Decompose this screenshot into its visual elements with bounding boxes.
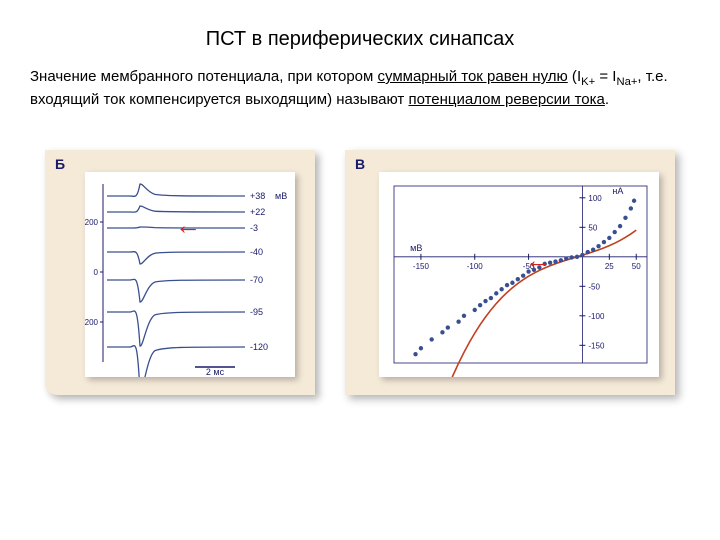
- slide: ПСТ в периферических синапсах Значение м…: [0, 0, 720, 540]
- panel-left: Б синаптический ток (нА) 2000-200+38+22-…: [45, 150, 315, 395]
- body-eq: =: [595, 68, 612, 85]
- body-end: .: [605, 91, 609, 108]
- body-ina-sub: Na+: [616, 76, 637, 88]
- svg-text:-120: -120: [250, 342, 268, 352]
- slide-title: ПСТ в периферических синапсах: [30, 28, 690, 51]
- body-ik-sub: K+: [581, 76, 595, 88]
- svg-text:мВ: мВ: [410, 243, 422, 253]
- body-pre: Значение мембранного потенциала, при кот…: [30, 68, 378, 85]
- svg-text:-150: -150: [413, 262, 430, 271]
- svg-text:200: 200: [85, 218, 99, 227]
- svg-text:-95: -95: [250, 307, 263, 317]
- svg-text:-200: -200: [85, 318, 99, 327]
- left-chart: 200 0 -200 +38 +22 -3 -40 -70 -95 -120 мВ 2 мс: [85, 172, 295, 377]
- right-svg: -150-100-502550мВ10050-50-100-150нА: [379, 172, 659, 377]
- svg-text:0: 0: [94, 268, 99, 277]
- body-u1: суммарный ток равен нулю: [378, 68, 568, 85]
- svg-text:-40: -40: [250, 247, 263, 257]
- plots-row: Б синаптический ток (нА) 2000-200+38+22-…: [30, 150, 690, 395]
- svg-text:-150: -150: [588, 342, 605, 351]
- body-u2: потенциалом реверсии тока: [408, 91, 604, 108]
- svg-text:-50: -50: [588, 283, 600, 292]
- svg-text:-3: -3: [250, 223, 258, 233]
- arrow-icon-right: ←: [525, 245, 551, 276]
- body-text: Значение мембранного потенциала, при кот…: [30, 67, 690, 110]
- body-mid: (: [568, 68, 577, 85]
- svg-text:2 мс: 2 мс: [206, 367, 225, 377]
- arrow-icon: ←: [175, 210, 201, 241]
- svg-text:-70: -70: [250, 275, 263, 285]
- svg-text:+38: +38: [250, 191, 265, 201]
- svg-text:50: 50: [588, 224, 597, 233]
- right-chart: -150-100-502550мВ10050-50-100-150нА: [379, 172, 659, 377]
- panel-right-label: В: [355, 156, 365, 172]
- svg-text:нА: нА: [612, 186, 623, 196]
- svg-text:мВ: мВ: [275, 191, 287, 201]
- svg-text:50: 50: [632, 262, 641, 271]
- svg-text:100: 100: [588, 194, 602, 203]
- svg-text:-100: -100: [467, 262, 484, 271]
- panel-left-label: Б: [55, 156, 65, 172]
- svg-text:+22: +22: [250, 207, 265, 217]
- svg-text:-100: -100: [588, 312, 605, 321]
- left-svg: 200 0 -200 +38 +22 -3 -40 -70 -95 -120 мВ 2 мс: [85, 172, 295, 377]
- panel-right: В -150-100-502550мВ10050-50-100-150нА ←: [345, 150, 675, 395]
- svg-text:25: 25: [605, 262, 614, 271]
